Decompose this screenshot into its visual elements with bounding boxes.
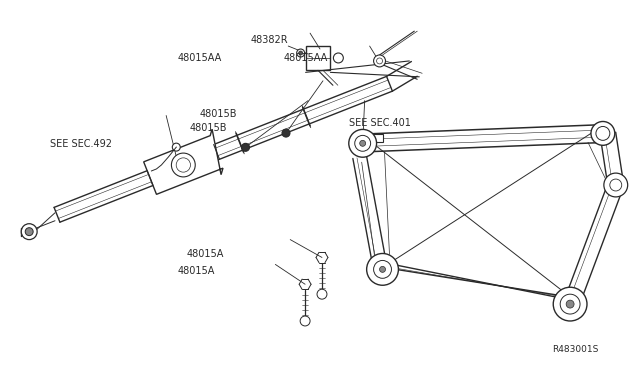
Circle shape (317, 289, 327, 299)
Circle shape (349, 129, 376, 157)
Circle shape (610, 179, 621, 191)
Text: 48015B: 48015B (190, 123, 227, 133)
Text: 48015AA: 48015AA (177, 52, 221, 62)
Circle shape (300, 316, 310, 326)
Circle shape (360, 140, 365, 146)
Circle shape (560, 294, 580, 314)
Circle shape (566, 300, 574, 308)
Circle shape (25, 228, 33, 235)
Polygon shape (143, 129, 223, 194)
Polygon shape (306, 45, 330, 70)
Text: 48015A: 48015A (187, 249, 224, 259)
Circle shape (21, 224, 37, 240)
Circle shape (367, 253, 399, 285)
Circle shape (604, 173, 628, 197)
Circle shape (591, 122, 615, 145)
Text: SEE SEC.401: SEE SEC.401 (349, 118, 410, 128)
Circle shape (355, 135, 371, 151)
Circle shape (297, 49, 305, 57)
Circle shape (282, 129, 290, 137)
Text: 48382R: 48382R (250, 35, 288, 45)
Circle shape (380, 266, 385, 272)
Circle shape (176, 158, 191, 172)
Circle shape (299, 51, 303, 55)
Text: 48015B: 48015B (199, 109, 237, 119)
Text: R483001S: R483001S (552, 345, 598, 354)
Text: 48015AA: 48015AA (283, 52, 328, 62)
Circle shape (376, 58, 383, 64)
Circle shape (553, 287, 587, 321)
Text: SEE SEC.492: SEE SEC.492 (50, 138, 112, 148)
Circle shape (172, 143, 180, 151)
Circle shape (333, 53, 343, 63)
Circle shape (241, 143, 250, 151)
Circle shape (374, 55, 385, 67)
Circle shape (596, 126, 610, 140)
Text: 48015A: 48015A (177, 266, 214, 276)
Circle shape (374, 260, 392, 278)
Circle shape (172, 153, 195, 177)
Polygon shape (367, 134, 383, 142)
